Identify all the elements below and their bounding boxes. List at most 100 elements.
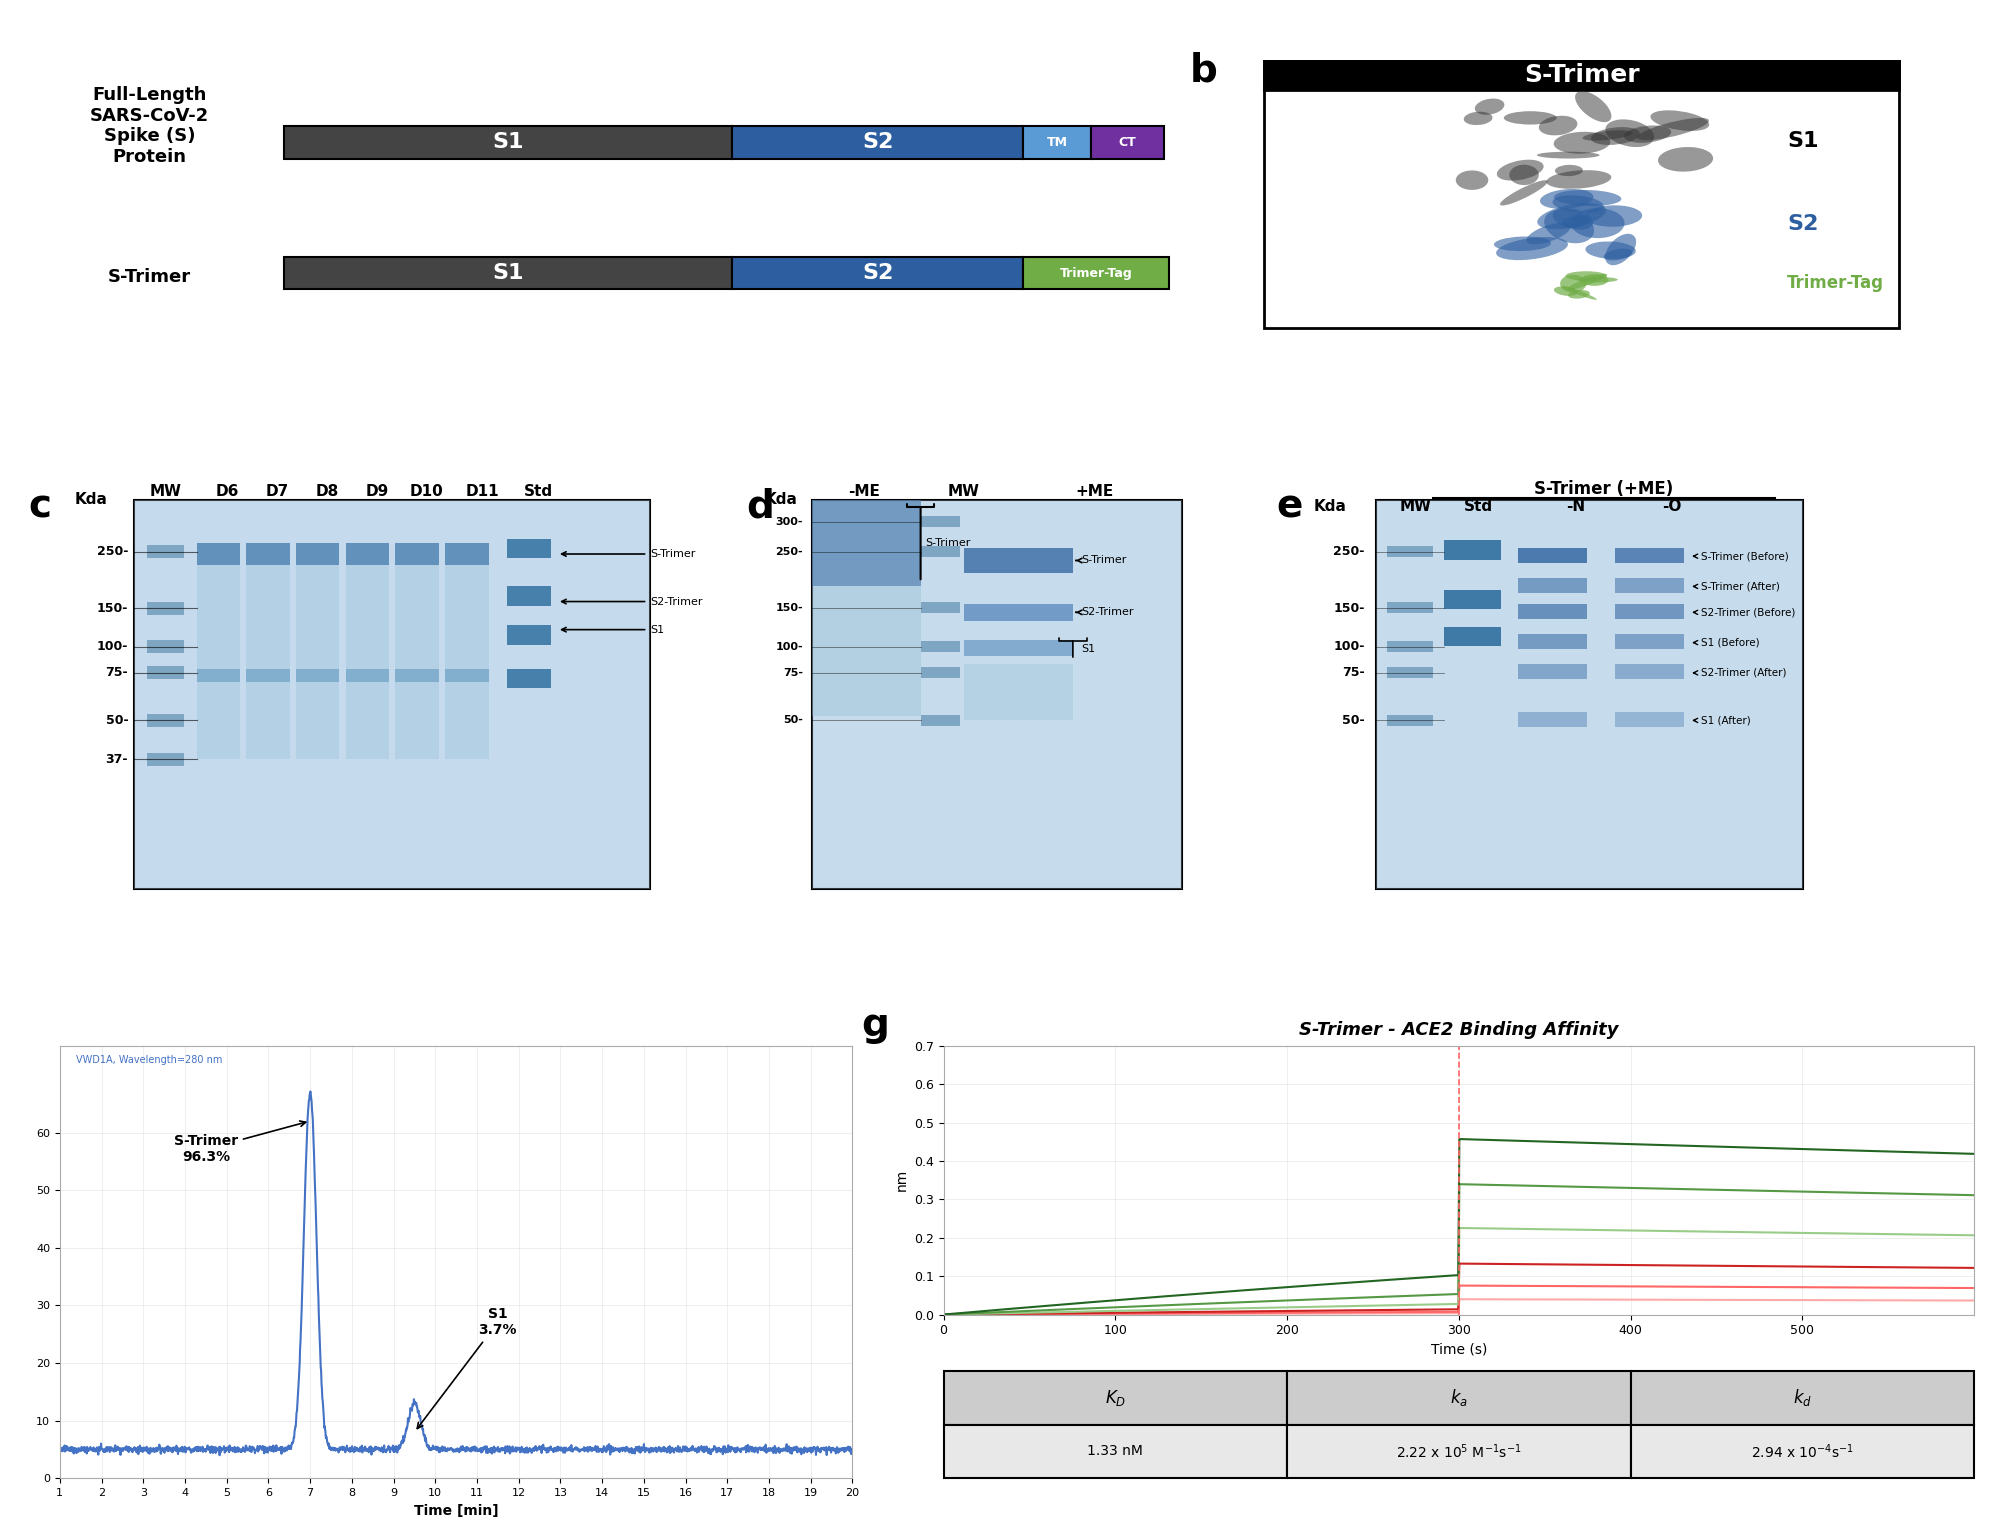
Text: e: e [1276, 488, 1304, 524]
Ellipse shape [1567, 152, 1615, 171]
Text: MW: MW [947, 483, 981, 498]
Bar [1444, 590, 1501, 610]
Ellipse shape [1503, 186, 1555, 206]
Text: Kda: Kda [1314, 498, 1346, 514]
Bar [148, 546, 183, 558]
Bar [965, 547, 1073, 573]
Bar [812, 587, 921, 716]
Bar [812, 500, 1182, 888]
Bar [197, 543, 239, 565]
Bar [395, 543, 439, 565]
Bar [732, 256, 1023, 290]
Ellipse shape [1573, 276, 1601, 285]
Bar [445, 565, 489, 759]
Ellipse shape [1567, 178, 1645, 201]
Text: -ME: -ME [847, 483, 879, 498]
Bar [148, 753, 183, 765]
Text: D8: D8 [315, 483, 339, 498]
Bar [506, 669, 550, 687]
Bar [1517, 634, 1587, 649]
Text: S1: S1 [493, 133, 524, 152]
Text: S-Trimer
96.3%: S-Trimer 96.3% [173, 1122, 305, 1164]
Bar [1615, 634, 1683, 649]
Text: S-Trimer: S-Trimer [1077, 555, 1127, 565]
Text: b: b [1190, 52, 1218, 90]
Text: S-Trimer (Before): S-Trimer (Before) [1693, 552, 1789, 561]
Ellipse shape [1611, 212, 1667, 233]
Text: VWD1A, Wavelength=280 nm: VWD1A, Wavelength=280 nm [76, 1055, 221, 1065]
Ellipse shape [1575, 110, 1599, 125]
Ellipse shape [1561, 168, 1601, 186]
Ellipse shape [1519, 128, 1605, 151]
Text: Kda: Kda [766, 492, 798, 507]
Bar [965, 664, 1073, 721]
Text: S-Trimer: S-Trimer [108, 268, 191, 287]
Text: -N: -N [1565, 498, 1585, 514]
Ellipse shape [1611, 178, 1639, 204]
Bar [148, 713, 183, 727]
Ellipse shape [1637, 93, 1699, 120]
Bar [148, 640, 183, 654]
Text: 50-: 50- [1342, 713, 1364, 727]
Bar [148, 602, 183, 614]
Bar [247, 669, 289, 681]
Text: S2-Trimer: S2-Trimer [1077, 608, 1135, 617]
Bar [921, 517, 959, 527]
Bar [445, 543, 489, 565]
Text: d: d [746, 488, 774, 524]
Bar [197, 669, 239, 681]
Ellipse shape [1607, 133, 1665, 148]
Ellipse shape [1599, 265, 1623, 290]
Text: TM: TM [1047, 136, 1067, 149]
Text: S-Trimer: S-Trimer [925, 538, 971, 549]
Ellipse shape [1555, 190, 1609, 215]
Ellipse shape [1643, 133, 1703, 143]
Text: 50-: 50- [106, 713, 128, 727]
Text: S1 (After): S1 (After) [1693, 715, 1751, 725]
Bar [1376, 500, 1803, 888]
Text: -O: -O [1663, 498, 1681, 514]
Text: S2-Trimer (After): S2-Trimer (After) [1693, 668, 1787, 678]
Bar [1444, 626, 1501, 646]
Bar [345, 565, 389, 759]
Ellipse shape [1581, 285, 1615, 299]
Ellipse shape [1627, 126, 1705, 145]
Text: 75-: 75- [1342, 666, 1364, 680]
Text: 75-: 75- [106, 666, 128, 680]
Ellipse shape [1537, 233, 1565, 247]
Ellipse shape [1663, 151, 1687, 162]
Text: S-Trimer: S-Trimer [562, 549, 696, 559]
X-axis label: Time (s): Time (s) [1430, 1343, 1488, 1356]
Text: 150-: 150- [776, 604, 804, 613]
Bar [812, 500, 921, 587]
Bar [1517, 547, 1587, 562]
Ellipse shape [1503, 212, 1545, 241]
X-axis label: Time [min]: Time [min] [415, 1504, 498, 1518]
Bar [1388, 642, 1434, 652]
Ellipse shape [1529, 215, 1595, 229]
Bar [1517, 578, 1587, 593]
Bar [1517, 604, 1587, 619]
Text: D7: D7 [265, 483, 289, 498]
Bar [345, 543, 389, 565]
Text: 100-: 100- [776, 642, 804, 652]
Bar [1264, 61, 1900, 328]
Ellipse shape [1599, 270, 1629, 282]
Ellipse shape [1583, 181, 1635, 204]
Text: Std: Std [1464, 498, 1494, 514]
Text: 250-: 250- [1334, 546, 1364, 558]
Ellipse shape [1497, 190, 1551, 212]
Text: S2-Trimer: S2-Trimer [562, 596, 702, 607]
Ellipse shape [1623, 123, 1683, 154]
Text: 50-: 50- [784, 715, 804, 725]
Bar [1615, 664, 1683, 680]
Bar [1388, 602, 1434, 613]
Bar [1615, 604, 1683, 619]
Bar [506, 587, 550, 607]
Text: Full-Length
SARS-CoV-2
Spike (S)
Protein: Full-Length SARS-CoV-2 Spike (S) Protein [90, 85, 209, 166]
Text: S1
3.7%: S1 3.7% [417, 1308, 516, 1428]
Text: 75-: 75- [784, 668, 804, 678]
Bar [1615, 547, 1683, 562]
Bar [921, 715, 959, 725]
Text: g: g [861, 1006, 889, 1044]
